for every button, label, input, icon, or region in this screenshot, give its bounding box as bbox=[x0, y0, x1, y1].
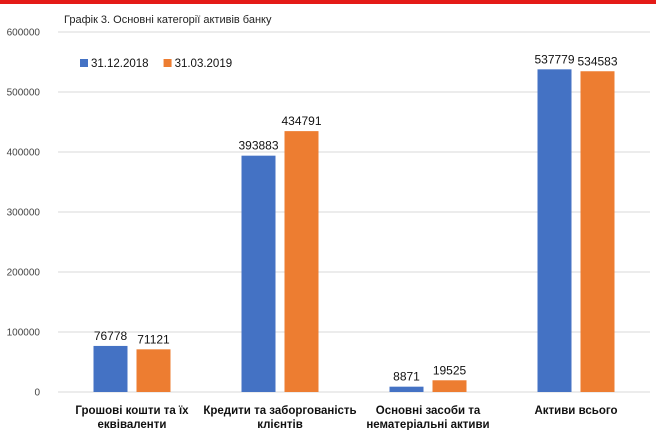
y-tick-label: 300000 bbox=[7, 208, 41, 219]
bar bbox=[136, 349, 171, 392]
data-label: 434791 bbox=[281, 114, 321, 128]
data-label: 393883 bbox=[238, 139, 278, 153]
bar bbox=[93, 345, 128, 392]
legend-label: 31.03.2019 bbox=[175, 58, 233, 70]
category-label: еквіваленти bbox=[98, 419, 167, 430]
data-label: 537779 bbox=[534, 52, 574, 66]
y-tick-label: 500000 bbox=[7, 88, 41, 99]
data-label: 534583 bbox=[577, 54, 617, 68]
y-tick-label: 200000 bbox=[7, 268, 41, 279]
bar bbox=[580, 71, 615, 393]
y-tick-label: 0 bbox=[34, 388, 40, 399]
category-label: Основні засоби та bbox=[376, 405, 481, 417]
category-label: клієнтів bbox=[257, 419, 303, 430]
data-label: 19525 bbox=[433, 363, 467, 377]
y-tick-label: 600000 bbox=[7, 28, 41, 39]
y-tick-label: 400000 bbox=[7, 148, 41, 159]
category-label: Активи всього bbox=[534, 405, 617, 417]
bar bbox=[389, 386, 424, 392]
bar bbox=[284, 131, 319, 392]
legend-label: 31.12.2018 bbox=[91, 58, 149, 70]
y-tick-label: 100000 bbox=[7, 328, 41, 339]
bar bbox=[241, 155, 276, 392]
category-label: Грошові кошти та їх bbox=[75, 405, 189, 417]
data-label: 8871 bbox=[393, 370, 420, 384]
bar bbox=[432, 380, 467, 392]
legend-swatch bbox=[163, 59, 172, 67]
top-red-rule bbox=[0, 0, 656, 4]
data-label: 76778 bbox=[94, 329, 128, 343]
category-label: нематеріальні активи bbox=[366, 419, 489, 430]
chart-title: Графік 3. Основні категорії активів банк… bbox=[64, 14, 272, 26]
legend-swatch bbox=[80, 59, 88, 67]
data-label: 71121 bbox=[137, 332, 170, 346]
bar bbox=[537, 69, 572, 392]
category-label: Кредити та заборгованість bbox=[203, 405, 356, 417]
